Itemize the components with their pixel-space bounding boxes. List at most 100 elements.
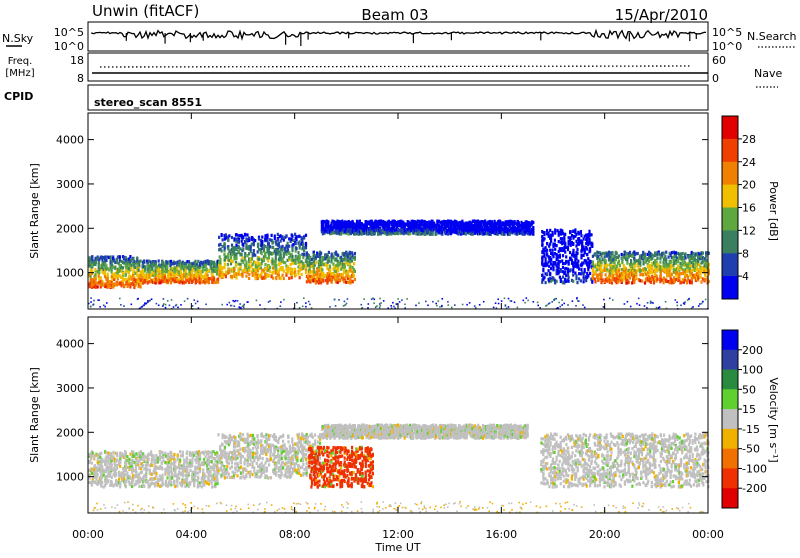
heatmap-cell xyxy=(532,229,534,232)
heatmap-cell xyxy=(91,264,93,267)
scatter-cell xyxy=(701,303,703,305)
scatter-cell xyxy=(147,300,149,302)
heatmap-cell xyxy=(562,262,564,265)
heatmap-cell xyxy=(239,266,241,269)
heatmap-cell xyxy=(568,276,570,279)
heatmap-cell xyxy=(602,278,604,281)
scatter-cell xyxy=(347,298,349,300)
heatmap-cell xyxy=(621,253,623,256)
nave-tick-top: 60 xyxy=(712,54,726,67)
scatter-cell xyxy=(396,303,398,305)
heatmap-cell xyxy=(283,277,285,280)
scatter-cell xyxy=(149,300,151,302)
heatmap-cell xyxy=(268,274,270,277)
heatmap-cell xyxy=(375,229,377,232)
heatmap-cell xyxy=(98,268,100,271)
heatmap-cell xyxy=(128,271,130,274)
scatter-cell xyxy=(158,305,160,307)
heatmap-cell xyxy=(290,267,292,270)
heatmap-cell xyxy=(299,276,301,279)
heatmap-cell xyxy=(616,252,618,255)
heatmap-cell xyxy=(297,272,299,275)
scatter-cell xyxy=(256,300,258,302)
heatmap-cell xyxy=(574,272,576,275)
heatmap-cell xyxy=(138,269,140,272)
heatmap-cell xyxy=(560,280,562,283)
heatmap-cell xyxy=(295,262,297,265)
scatter-cell xyxy=(119,298,121,300)
scatter-cell xyxy=(688,298,690,300)
heatmap-cell xyxy=(426,225,428,228)
scatter-cell xyxy=(684,303,686,305)
heatmap-cell xyxy=(552,255,554,258)
heatmap-cell xyxy=(285,234,287,237)
heatmap-cell xyxy=(144,276,146,279)
heatmap-cell xyxy=(116,282,118,285)
heatmap-cell xyxy=(611,281,613,284)
heatmap-cell xyxy=(282,274,284,277)
heatmap-cell xyxy=(219,258,221,261)
heatmap-cell xyxy=(111,266,113,269)
scatter-cell xyxy=(705,299,707,301)
heatmap-cell xyxy=(562,266,564,269)
heatmap-cell xyxy=(380,231,382,234)
heatmap-cell xyxy=(90,275,92,278)
heatmap-cell xyxy=(282,249,284,252)
scatter-cell xyxy=(698,305,700,307)
scatter-cell xyxy=(392,302,394,304)
heatmap-cell xyxy=(235,276,237,279)
heatmap-cell xyxy=(91,258,93,261)
heatmap-cell xyxy=(337,267,339,270)
heatmap-cell xyxy=(626,262,628,265)
scatter-cell xyxy=(549,302,551,304)
heatmap-cell xyxy=(305,271,307,274)
heatmap-cell xyxy=(354,256,356,259)
scatter-cell xyxy=(692,306,694,308)
scatter-cell xyxy=(439,306,441,308)
heatmap-cell xyxy=(322,256,324,259)
scatter-cell xyxy=(93,304,95,306)
heatmap-cell xyxy=(644,253,646,256)
scatter-cell xyxy=(165,304,167,306)
heatmap-cell xyxy=(594,280,596,283)
heatmap-cell xyxy=(554,248,556,251)
scatter-cell xyxy=(650,301,652,303)
heatmap-cell xyxy=(251,243,253,246)
heatmap-cell xyxy=(125,269,127,272)
heatmap-cell xyxy=(621,261,623,264)
heatmap-cell xyxy=(241,275,243,278)
scatter-cell xyxy=(167,300,169,302)
heatmap-cell xyxy=(98,275,100,278)
heatmap-cell xyxy=(89,263,91,266)
scatter-cell xyxy=(379,298,381,300)
heatmap-cell xyxy=(235,256,237,259)
heatmap-cell xyxy=(225,271,227,274)
scatter-cell xyxy=(163,303,165,305)
scatter-cell xyxy=(145,303,147,305)
heatmap-cell xyxy=(261,236,263,239)
heatmap-cell xyxy=(101,282,103,285)
heatmap-cell xyxy=(621,268,623,271)
heatmap-cell xyxy=(644,281,646,284)
heatmap-cell xyxy=(199,264,201,267)
heatmap-cell xyxy=(565,261,567,264)
heatmap-cell xyxy=(353,274,355,277)
scatter-cell xyxy=(99,306,101,308)
scatter-cell xyxy=(156,303,158,305)
scatter-cell xyxy=(442,298,444,300)
scatter-cell xyxy=(479,304,481,306)
heatmap-cell xyxy=(98,261,100,264)
scatter-cell xyxy=(237,300,239,302)
scatter-cell xyxy=(193,299,195,301)
heatmap-cell xyxy=(576,248,578,251)
heatmap-cell xyxy=(263,259,265,262)
heatmap-cell xyxy=(254,239,256,242)
heatmap-cell xyxy=(514,222,516,225)
heatmap-cell xyxy=(564,242,566,245)
scatter-cell xyxy=(576,297,578,299)
heatmap-cell xyxy=(606,263,608,266)
scatter-cell xyxy=(563,303,565,305)
heatmap-cell xyxy=(155,262,157,265)
heatmap-cell xyxy=(224,243,226,246)
heatmap-cell xyxy=(248,239,250,242)
